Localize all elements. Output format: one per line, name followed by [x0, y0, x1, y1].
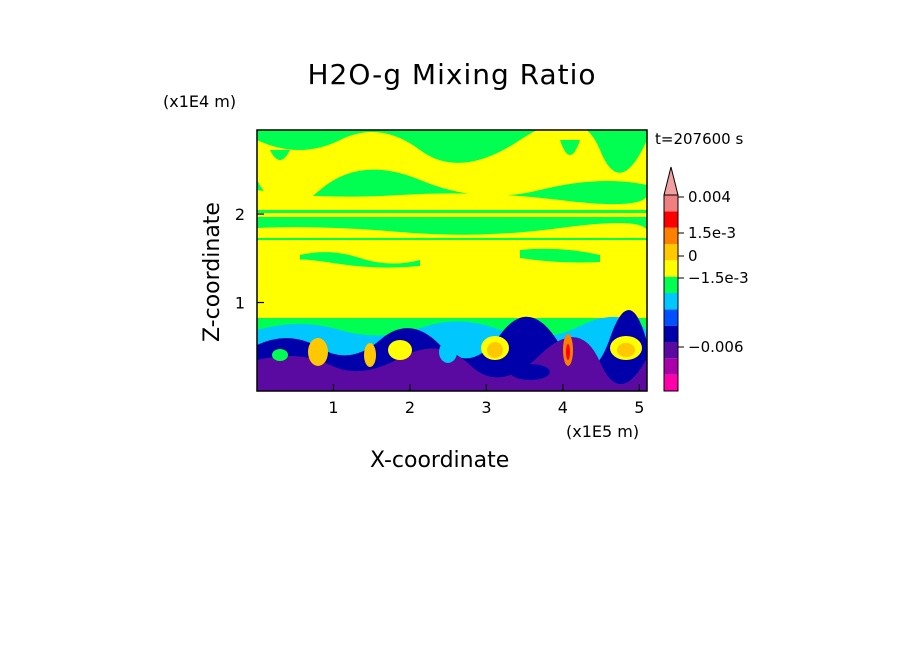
- colorbar-segment: [664, 358, 678, 375]
- y-tick-label: 1: [235, 294, 245, 313]
- y-tick-label: 2: [235, 205, 245, 224]
- x-tick-label: 5: [634, 398, 644, 417]
- colorbar-segment: [664, 293, 678, 310]
- colorbar-segment: [664, 309, 678, 326]
- colorbar-label: 0.004: [688, 188, 731, 206]
- colorbar-label: 1.5e-3: [688, 224, 736, 242]
- colorbar-label: 0: [688, 247, 698, 265]
- y-axis-unit: (x1E4 m): [163, 92, 237, 111]
- colorbar-segment: [664, 195, 678, 212]
- time-stamp: t=207600 s: [655, 130, 744, 148]
- x-tick-label: 4: [558, 398, 568, 417]
- contour-field: [257, 130, 647, 391]
- axes: 1 2 3 4 5 1 2: [235, 205, 645, 417]
- colorbar-extension: [663, 166, 679, 196]
- colorbar: 0.004 1.5e-3 0 −1.5e-3 −0.006: [663, 166, 749, 392]
- x-tick-label: 2: [405, 398, 415, 417]
- plot-frame: [256, 129, 648, 392]
- x-tick-label: 1: [328, 398, 338, 417]
- colorbar-label: −1.5e-3: [688, 269, 749, 287]
- colorbar-segment: [664, 342, 678, 359]
- colorbar-segment: [664, 374, 678, 391]
- colorbar-segment: [664, 211, 678, 228]
- colorbar-segment: [664, 244, 678, 261]
- colorbar-segment: [664, 260, 678, 277]
- colorbar-segment: [664, 227, 678, 244]
- chart-title: H2O-g Mixing Ratio: [307, 58, 597, 91]
- x-axis-label: X-coordinate: [370, 448, 510, 473]
- x-axis-unit: (x1E5 m): [566, 422, 640, 441]
- colorbar-segment: [664, 325, 678, 342]
- x-tick-label: 3: [481, 398, 491, 417]
- colorbar-label: −0.006: [688, 338, 744, 356]
- colorbar-frame: [663, 194, 679, 392]
- colorbar-segment: [664, 276, 678, 293]
